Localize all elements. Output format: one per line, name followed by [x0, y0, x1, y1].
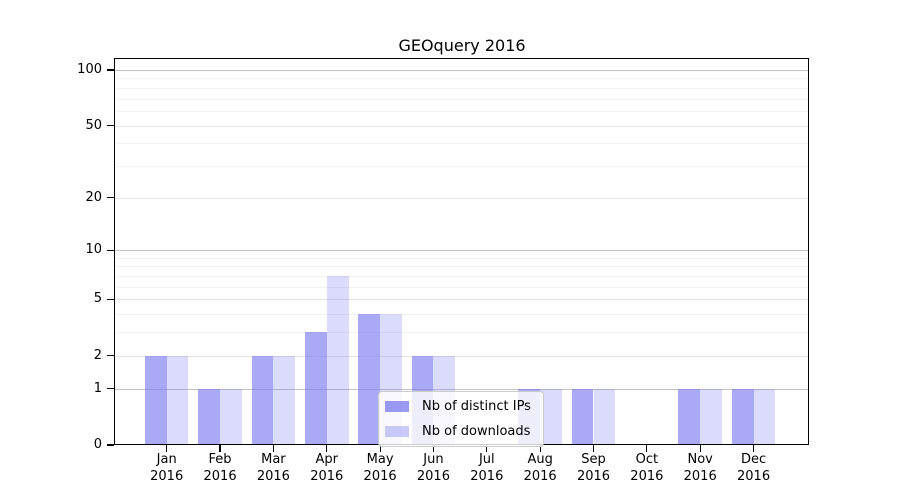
y-tick	[106, 355, 114, 357]
x-tick	[752, 445, 755, 452]
legend-swatch-downloads	[385, 426, 409, 437]
gridline-minor	[113, 286, 810, 288]
y-tick	[106, 249, 114, 251]
x-tick	[272, 445, 274, 452]
plot-border	[113, 58, 810, 445]
bar-downloads	[593, 388, 616, 445]
bar-distinct-ips	[678, 388, 701, 445]
y-tick-label: 20	[85, 189, 102, 205]
bar-distinct-ips	[144, 355, 167, 445]
gridline-minor	[113, 78, 810, 80]
gridline-major	[113, 70, 810, 71]
gridline-mid	[113, 125, 810, 127]
legend-item-distinct-ips: Nb of distinct IPs	[385, 399, 535, 414]
legend-item-downloads: Nb of downloads	[385, 424, 535, 439]
x-tick	[539, 445, 541, 452]
bar-distinct-ips	[358, 314, 381, 445]
gridline-minor	[113, 143, 810, 145]
x-tick-label: Jul 2016	[470, 452, 504, 484]
gridline-minor	[113, 276, 810, 278]
y-tick-label: 1	[93, 380, 102, 396]
y-tick-label: 2	[93, 347, 102, 363]
gridline-minor	[113, 266, 810, 268]
y-tick	[106, 124, 114, 127]
x-tick-label: Mar 2016	[256, 452, 290, 484]
gridline-mid	[113, 355, 810, 357]
y-tick	[106, 388, 114, 390]
x-tick	[432, 445, 435, 452]
x-tick	[166, 445, 168, 452]
x-tick	[592, 445, 595, 452]
bar-distinct-ips	[304, 332, 327, 445]
gridline-major	[113, 388, 810, 390]
y-tick	[106, 444, 114, 446]
x-tick-label: Nov 2016	[683, 452, 717, 484]
x-tick	[379, 445, 381, 452]
bar-distinct-ips	[731, 388, 754, 445]
y-tick-label: 5	[93, 291, 102, 307]
bar-distinct-ips	[251, 355, 274, 445]
gridline-minor	[113, 257, 810, 259]
legend: Nb of distinct IPs Nb of downloads	[378, 391, 544, 447]
gridline-minor	[113, 87, 810, 89]
x-tick	[486, 445, 488, 452]
gridline-major	[113, 250, 810, 252]
x-tick-label: May 2016	[363, 452, 397, 484]
y-tick	[106, 69, 114, 71]
x-tick-label: Feb 2016	[203, 452, 237, 484]
x-tick-label: Aug 2016	[523, 452, 557, 484]
bar-downloads	[540, 388, 562, 445]
y-tick	[106, 298, 114, 300]
gridline-minor	[113, 332, 810, 334]
x-tick	[699, 445, 701, 452]
y-tick-label: 10	[85, 242, 102, 258]
bar-downloads	[753, 388, 776, 445]
x-tick	[326, 445, 328, 452]
bar-distinct-ips	[571, 388, 594, 445]
y-tick-label: 50	[85, 117, 102, 133]
bar-downloads	[166, 355, 189, 445]
bar-downloads	[700, 388, 722, 445]
x-tick-label: Jun 2016	[416, 452, 450, 484]
legend-swatch-distinct-ips	[385, 401, 409, 412]
legend-label-distinct-ips: Nb of distinct IPs	[422, 399, 531, 414]
gridline-minor	[113, 98, 810, 100]
y-tick-label: 100	[77, 62, 102, 77]
gridline-mid	[113, 299, 810, 301]
y-tick-label: 0	[93, 437, 102, 452]
x-tick-label: Apr 2016	[310, 452, 344, 484]
x-tick-label: Oct 2016	[630, 452, 664, 484]
gridline-minor	[113, 110, 810, 112]
x-tick-label: Dec 2016	[737, 452, 771, 484]
x-tick	[219, 445, 221, 452]
bar-distinct-ips	[198, 388, 221, 445]
gridline-mid	[113, 197, 810, 199]
legend-label-downloads: Nb of downloads	[422, 424, 531, 439]
x-tick-label: Sep 2016	[576, 452, 611, 484]
x-tick	[646, 445, 648, 452]
gridline-minor	[113, 165, 810, 167]
bar-downloads	[326, 276, 349, 445]
bar-downloads	[273, 355, 296, 445]
x-tick-label: Jan 2016	[150, 452, 184, 484]
y-tick	[106, 197, 114, 199]
gridline-minor	[113, 314, 810, 316]
bar-downloads	[220, 388, 242, 445]
chart-title: GEOquery 2016	[398, 36, 526, 55]
